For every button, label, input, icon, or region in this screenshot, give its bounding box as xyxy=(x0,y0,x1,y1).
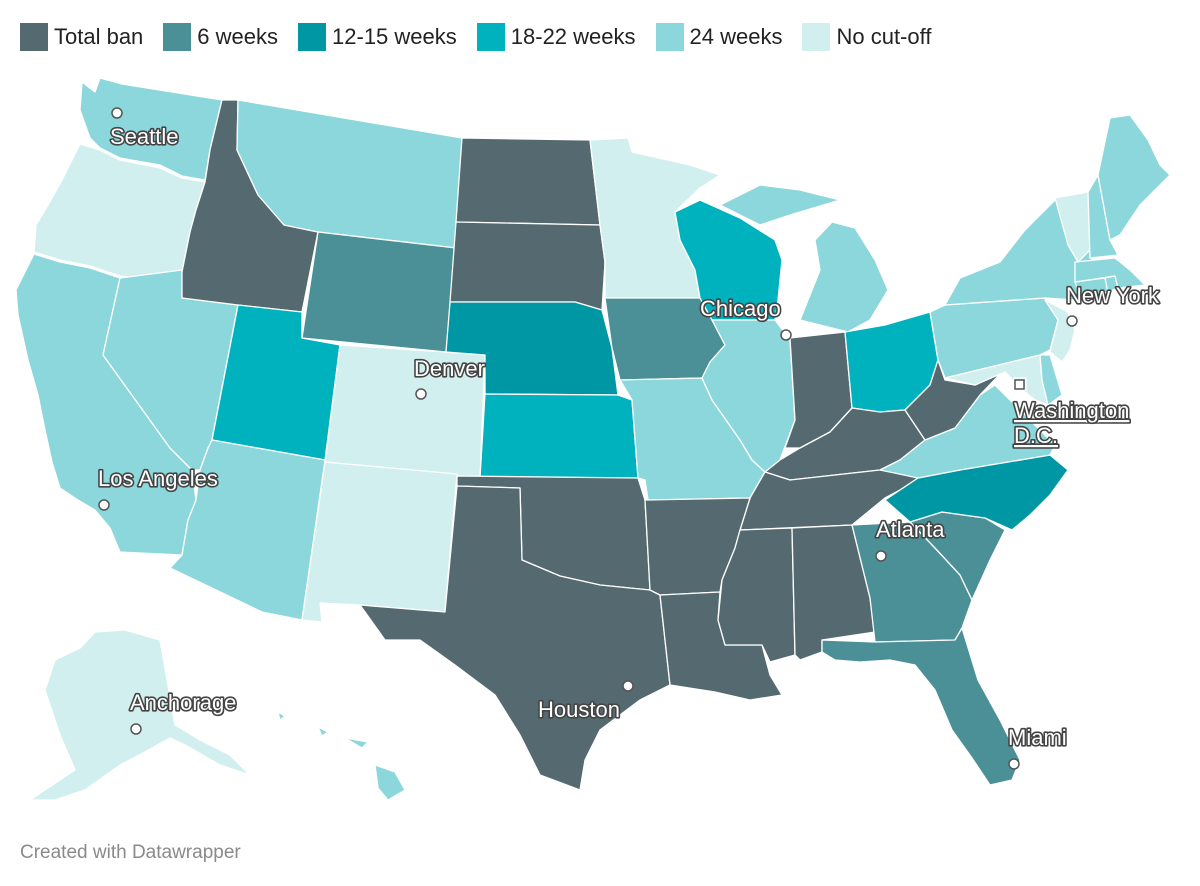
city-dot-seattle xyxy=(111,107,123,119)
state-wyoming[interactable] xyxy=(301,231,457,353)
city-label-houston: Houston xyxy=(538,697,620,722)
legend-item-no-cut-off: No cut-off xyxy=(802,23,931,51)
legend-swatch-no-cut-off xyxy=(802,23,831,51)
legend-swatch-24-weeks xyxy=(655,23,684,51)
us-map: Seattle Chicago New York Denver Washingt… xyxy=(15,77,1171,801)
city-label-anchorage: Anchorage xyxy=(130,690,236,715)
city-dot-miami xyxy=(1008,758,1020,770)
state-maine[interactable] xyxy=(1097,114,1171,241)
state-michigan[interactable] xyxy=(719,184,889,333)
legend-label-18-22-weeks: 18-22 weeks xyxy=(510,24,636,49)
state-washington[interactable] xyxy=(79,77,223,181)
legend-swatch-total-ban xyxy=(20,23,48,51)
city-label-denver: Denver xyxy=(414,356,485,381)
city-markers: Seattle Chicago New York Denver Washingt… xyxy=(96,107,1162,770)
state-massachusetts[interactable] xyxy=(1074,257,1146,289)
state-new-jersey[interactable] xyxy=(1044,299,1076,363)
credit-footer: Created with Datawrapper xyxy=(20,842,241,863)
city-label-washington: Washington xyxy=(1014,398,1129,423)
state-texas[interactable] xyxy=(359,485,671,791)
city-label-seattle: Seattle xyxy=(110,124,179,149)
state-south-dakota[interactable] xyxy=(449,221,606,311)
legend-swatch-6-weeks xyxy=(163,23,192,51)
city-label-atlanta: Atlanta xyxy=(876,517,945,542)
legend-swatch-12-15-weeks xyxy=(298,23,327,51)
legend-item-6-weeks: 6 weeks xyxy=(163,23,278,51)
state-alaska[interactable] xyxy=(29,629,251,801)
state-new-hampshire[interactable] xyxy=(1087,174,1119,259)
city-label-new-york: New York xyxy=(1066,283,1160,308)
legend-item-total-ban: Total ban xyxy=(20,23,143,51)
legend-label-total-ban: Total ban xyxy=(54,24,144,49)
city-dot-anchorage xyxy=(130,723,142,735)
state-kansas[interactable] xyxy=(479,393,639,479)
city-dot-new-york xyxy=(1066,315,1078,327)
state-colorado[interactable] xyxy=(324,344,486,479)
city-label-dc: D.C. xyxy=(1014,423,1058,448)
state-florida[interactable] xyxy=(821,627,1021,786)
city-dot-los-angeles xyxy=(98,499,110,511)
legend-label-24-weeks: 24 weeks xyxy=(689,24,783,49)
legend-label-no-cut-off: No cut-off xyxy=(836,24,932,49)
legend: Total ban 6 weeks 12-15 weeks 18-22 week… xyxy=(20,22,951,52)
states-layer xyxy=(15,77,1171,801)
state-vermont[interactable] xyxy=(1054,191,1091,263)
state-delaware[interactable] xyxy=(1039,354,1063,406)
legend-swatch-18-22-weeks xyxy=(476,23,505,51)
city-dot-denver xyxy=(415,388,427,400)
city-label-miami: Miami xyxy=(1008,725,1067,750)
state-new-mexico[interactable] xyxy=(301,461,458,623)
legend-item-18-22-weeks: 18-22 weeks xyxy=(476,23,636,51)
legend-label-12-15-weeks: 12-15 weeks xyxy=(332,24,457,49)
legend-item-12-15-weeks: 12-15 weeks xyxy=(298,23,457,51)
legend-item-24-weeks: 24 weeks xyxy=(655,23,783,51)
city-dot-chicago xyxy=(780,329,792,341)
city-marker-washington-dc xyxy=(1014,379,1025,390)
state-hawaii[interactable] xyxy=(277,711,406,801)
legend-label-6-weeks: 6 weeks xyxy=(197,24,279,49)
city-label-los-angeles: Los Angeles xyxy=(98,466,218,491)
city-dot-houston xyxy=(622,680,634,692)
city-dot-atlanta xyxy=(875,550,887,562)
state-north-dakota[interactable] xyxy=(455,137,601,226)
city-label-chicago: Chicago xyxy=(700,296,781,321)
